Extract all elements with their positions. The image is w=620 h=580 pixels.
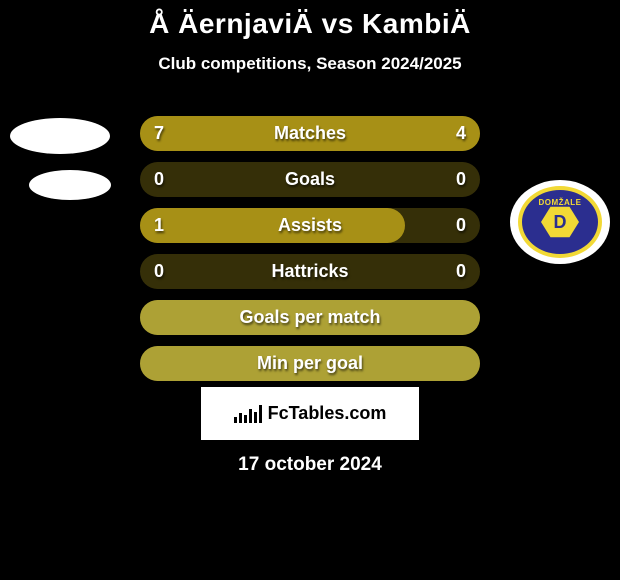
stat-value-right: 0 <box>456 261 466 282</box>
stat-value-left: 0 <box>154 261 164 282</box>
comparison-bars: Matches74Goals00Assists10Hattricks00Goal… <box>140 116 480 381</box>
stat-row: Assists 1 0 <box>140 208 480 243</box>
stat-value-left: 7 <box>154 123 164 144</box>
stat-row: Matches 7 4 <box>140 116 480 151</box>
logo-text: FcTables.com <box>268 403 387 424</box>
stat-row: Hattricks 0 0 <box>140 254 480 289</box>
stat-value-right: 0 <box>456 215 466 236</box>
stat-label: Assists <box>278 215 342 236</box>
club-badge-right: DOMŽALE D <box>510 180 610 264</box>
stat-row: Goals per match <box>140 300 480 335</box>
stat-label: Hattricks <box>271 261 348 282</box>
page-title: Å ÄernjaviÄ vs KambiÄ <box>0 0 620 40</box>
stat-row: Min per goal <box>140 346 480 381</box>
logo-bars-icon <box>234 405 262 423</box>
stat-value-right: 0 <box>456 169 466 190</box>
badge-letter: D <box>541 205 579 239</box>
stat-row: Goals 0 0 <box>140 162 480 197</box>
subtitle: Club competitions, Season 2024/2025 <box>0 54 620 74</box>
stat-label: Matches <box>274 123 346 144</box>
badge-top-text: DOMŽALE <box>522 198 598 207</box>
stat-value-left: 1 <box>154 215 164 236</box>
stat-label: Goals <box>285 169 335 190</box>
stat-value-left: 0 <box>154 169 164 190</box>
date-text: 17 october 2024 <box>0 454 620 476</box>
stat-label: Goals per match <box>239 307 380 328</box>
stat-label: Min per goal <box>257 353 363 374</box>
fctables-logo: FcTables.com <box>201 387 419 440</box>
stat-value-right: 4 <box>456 123 466 144</box>
